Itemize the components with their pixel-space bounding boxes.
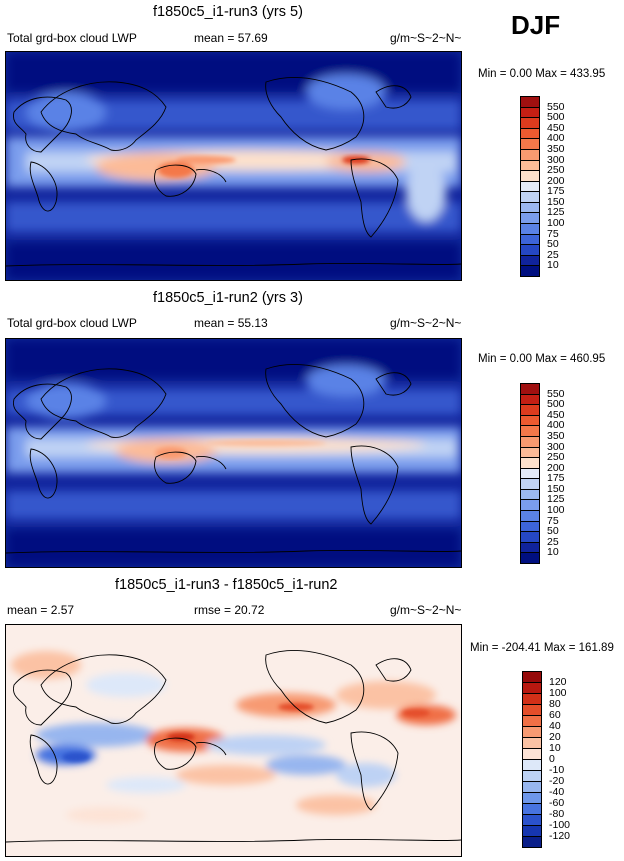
colorbar-label: 20 bbox=[549, 731, 561, 743]
panel2-coastlines bbox=[6, 364, 461, 554]
colorbar-label: 100 bbox=[547, 217, 565, 230]
panel1-coastlines bbox=[6, 77, 461, 267]
panel2-variable-label: Total grd-box cloud LWP bbox=[7, 316, 137, 330]
colorbar-label: 100 bbox=[547, 504, 565, 517]
panel3-units-label: g/m~S~2~N~ bbox=[390, 603, 462, 617]
colorbar-label: 10 bbox=[547, 546, 559, 559]
panel2-title: f1850c5_i1-run2 (yrs 3) bbox=[153, 290, 303, 306]
colorbar-label: 250 bbox=[547, 164, 565, 177]
panel1-map-svg bbox=[6, 52, 461, 280]
panel3-mean-label: mean = 2.57 bbox=[7, 603, 75, 617]
colorbar-label: 350 bbox=[547, 429, 565, 442]
colorbar-label: 175 bbox=[547, 472, 565, 485]
panel3-minmax-label: Min = -204.41 Max = 161.89 bbox=[470, 642, 614, 654]
colorbar-label: -120 bbox=[549, 830, 571, 842]
panel1-mean-label: mean = 57.69 bbox=[194, 31, 268, 45]
panel1-variable-label: Total grd-box cloud LWP bbox=[7, 31, 137, 45]
colorbar-label: 250 bbox=[547, 451, 565, 464]
panel3-coastlines bbox=[6, 650, 461, 843]
colorbar-label: 10 bbox=[547, 259, 559, 272]
colorbar-label: 450 bbox=[547, 121, 565, 134]
panel1-minmax-label: Min = 0.00 Max = 433.95 bbox=[478, 68, 606, 80]
colorbar-label: 125 bbox=[547, 493, 565, 506]
panel1-map bbox=[5, 51, 462, 281]
panel2-units-label: g/m~S~2~N~ bbox=[390, 316, 462, 330]
colorbar-label: 500 bbox=[547, 398, 565, 411]
colorbar-label: -80 bbox=[549, 808, 565, 820]
colorbar-label: 350 bbox=[547, 142, 565, 155]
colorbar-swatch bbox=[522, 836, 542, 848]
colorbar-label: 200 bbox=[547, 461, 565, 474]
colorbar-label: 300 bbox=[547, 153, 565, 166]
colorbar-label: 450 bbox=[547, 408, 565, 421]
panel3-map bbox=[5, 624, 462, 857]
panel2-minmax-label: Min = 0.00 Max = 460.95 bbox=[478, 353, 606, 365]
colorbar-label: 150 bbox=[547, 482, 565, 495]
colorbar-label: -20 bbox=[549, 775, 565, 787]
colorbar-label: 150 bbox=[547, 195, 565, 208]
colorbar-label: 25 bbox=[547, 248, 559, 261]
colorbar-label: -10 bbox=[549, 764, 565, 776]
panel1-units-label: g/m~S~2~N~ bbox=[390, 31, 462, 45]
colorbar-swatch bbox=[520, 265, 540, 277]
panel1-colorbar: 550 500 450 400 350 300 250 200 175 150 125 100 75 50… bbox=[520, 96, 600, 277]
panel1-title: f1850c5_i1-run3 (yrs 5) bbox=[153, 4, 303, 20]
panel2-colorbar: 550 500 450 400 350 300 250 200 175 150 125 100 75 50… bbox=[520, 383, 600, 564]
colorbar-label: 500 bbox=[547, 111, 565, 124]
colorbar-label: 50 bbox=[547, 238, 559, 251]
colorbar-label: 50 bbox=[547, 525, 559, 538]
panel3-map-svg bbox=[6, 625, 461, 856]
panel3-title: f1850c5_i1-run3 - f1850c5_i1-run2 bbox=[115, 577, 338, 593]
colorbar-label: 75 bbox=[547, 227, 559, 240]
colorbar-label: 75 bbox=[547, 514, 559, 527]
colorbar-label: 300 bbox=[547, 440, 565, 453]
colorbar-label: 175 bbox=[547, 185, 565, 198]
colorbar-label: 120 bbox=[549, 676, 567, 688]
panel2-map-svg bbox=[6, 339, 461, 567]
panel3-rmse-label: rmse = 20.72 bbox=[194, 603, 265, 617]
colorbar-label: 10 bbox=[549, 742, 561, 754]
panel2-mean-label: mean = 55.13 bbox=[194, 316, 268, 330]
colorbar-label: 200 bbox=[547, 174, 565, 187]
colorbar-label: 0 bbox=[549, 753, 555, 765]
colorbar-label: 100 bbox=[549, 687, 567, 699]
colorbar-label: 550 bbox=[547, 100, 565, 113]
colorbar-label: 25 bbox=[547, 535, 559, 548]
panel3-colorbar: 120 100 80 60 40 20 10 0 -10 -20 -40 -60 -80 -100 -120 bbox=[522, 671, 602, 848]
colorbar-label: -60 bbox=[549, 797, 565, 809]
colorbar-label: 400 bbox=[547, 132, 565, 145]
colorbar-label: 550 bbox=[547, 387, 565, 400]
colorbar-swatch bbox=[520, 552, 540, 564]
colorbar-label: 125 bbox=[547, 206, 565, 219]
colorbar-label: 80 bbox=[549, 698, 561, 710]
colorbar-label: 60 bbox=[549, 709, 561, 721]
colorbar-label: -40 bbox=[549, 786, 565, 798]
colorbar-label: 400 bbox=[547, 419, 565, 432]
season-label: DJF bbox=[511, 10, 561, 40]
colorbar-label: -100 bbox=[549, 819, 571, 831]
panel2-map bbox=[5, 338, 462, 568]
colorbar-label: 40 bbox=[549, 720, 561, 732]
